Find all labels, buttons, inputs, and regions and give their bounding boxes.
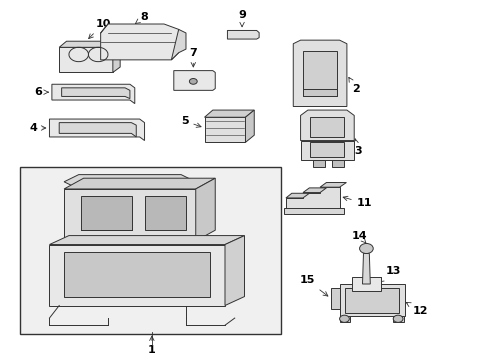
Polygon shape — [59, 123, 136, 137]
Text: 6: 6 — [34, 87, 48, 97]
Polygon shape — [171, 30, 185, 60]
Polygon shape — [320, 183, 346, 187]
Polygon shape — [300, 110, 353, 140]
Text: 14: 14 — [350, 231, 366, 243]
Bar — [339, 316, 349, 321]
Circle shape — [392, 315, 402, 322]
Polygon shape — [59, 41, 120, 47]
Polygon shape — [245, 110, 254, 142]
Polygon shape — [310, 142, 344, 157]
Bar — [20, 167, 281, 334]
Polygon shape — [285, 187, 339, 209]
Polygon shape — [224, 235, 244, 306]
Bar — [64, 252, 210, 297]
Polygon shape — [204, 117, 245, 142]
Polygon shape — [293, 40, 346, 107]
Polygon shape — [173, 71, 215, 90]
Bar — [331, 159, 344, 167]
Polygon shape — [227, 31, 259, 39]
Polygon shape — [303, 188, 326, 193]
Polygon shape — [204, 110, 254, 117]
Polygon shape — [49, 235, 244, 244]
Polygon shape — [351, 277, 380, 291]
Text: 8: 8 — [135, 12, 148, 23]
Text: 12: 12 — [406, 302, 427, 316]
Text: 10: 10 — [88, 19, 111, 39]
Polygon shape — [303, 51, 336, 96]
Text: 4: 4 — [29, 123, 46, 133]
Text: 2: 2 — [348, 77, 359, 94]
Text: 13: 13 — [378, 266, 401, 282]
Bar — [312, 159, 325, 167]
Polygon shape — [101, 24, 178, 60]
Polygon shape — [81, 196, 132, 230]
Circle shape — [339, 315, 348, 322]
Polygon shape — [64, 189, 195, 241]
Text: 11: 11 — [343, 196, 371, 208]
Polygon shape — [195, 178, 215, 241]
Polygon shape — [113, 41, 120, 72]
Text: 5: 5 — [181, 116, 201, 127]
Text: 3: 3 — [353, 139, 361, 156]
Text: 9: 9 — [238, 10, 245, 27]
Bar — [283, 208, 344, 214]
Circle shape — [359, 243, 372, 253]
Circle shape — [189, 78, 197, 84]
Polygon shape — [362, 253, 369, 284]
Polygon shape — [61, 88, 130, 99]
Polygon shape — [52, 84, 135, 104]
Polygon shape — [64, 175, 195, 189]
Polygon shape — [49, 244, 224, 306]
Polygon shape — [303, 89, 336, 96]
Bar — [339, 284, 405, 316]
Text: 1: 1 — [148, 345, 155, 355]
Polygon shape — [285, 193, 309, 198]
Polygon shape — [59, 47, 113, 72]
Bar — [392, 316, 403, 321]
Polygon shape — [49, 119, 144, 140]
Text: 7: 7 — [189, 48, 197, 67]
Polygon shape — [300, 140, 353, 160]
Polygon shape — [64, 178, 215, 189]
Polygon shape — [330, 288, 339, 309]
Polygon shape — [310, 117, 344, 137]
Polygon shape — [144, 196, 185, 230]
Bar — [345, 288, 398, 313]
Text: 15: 15 — [299, 275, 327, 296]
